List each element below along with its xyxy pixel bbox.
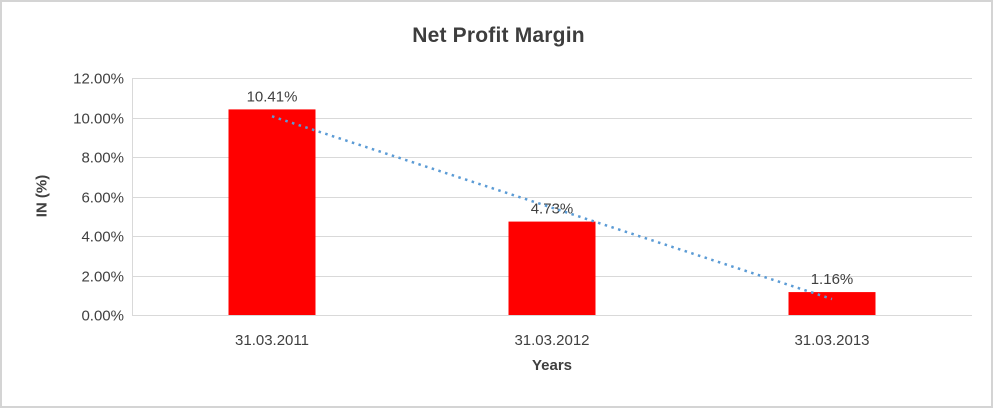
x-category-label: 31.03.2011 <box>235 332 309 349</box>
y-tick-label: 8.00% <box>81 150 124 167</box>
bar <box>788 292 876 315</box>
y-tick-label: 10.00% <box>73 111 124 128</box>
y-tick-label: 2.00% <box>81 269 124 286</box>
y-tick-label: 6.00% <box>81 190 124 207</box>
x-axis-title: Years <box>531 357 573 374</box>
y-tick-label: 4.00% <box>81 229 124 246</box>
chart-title: Net Profit Margin <box>412 24 585 47</box>
x-category-label: 31.03.2012 <box>514 332 589 349</box>
bar <box>228 109 316 315</box>
bar <box>508 221 596 315</box>
x-category-label: 31.03.2013 <box>794 332 869 349</box>
bar-data-label: 10.41% <box>247 88 298 105</box>
y-tick-label: 12.00% <box>73 71 124 88</box>
bar-data-label: 4.73% <box>531 201 574 218</box>
bar-data-label: 1.16% <box>811 271 854 288</box>
trendline <box>271 115 833 301</box>
y-tick-label: 0.00% <box>81 308 124 325</box>
